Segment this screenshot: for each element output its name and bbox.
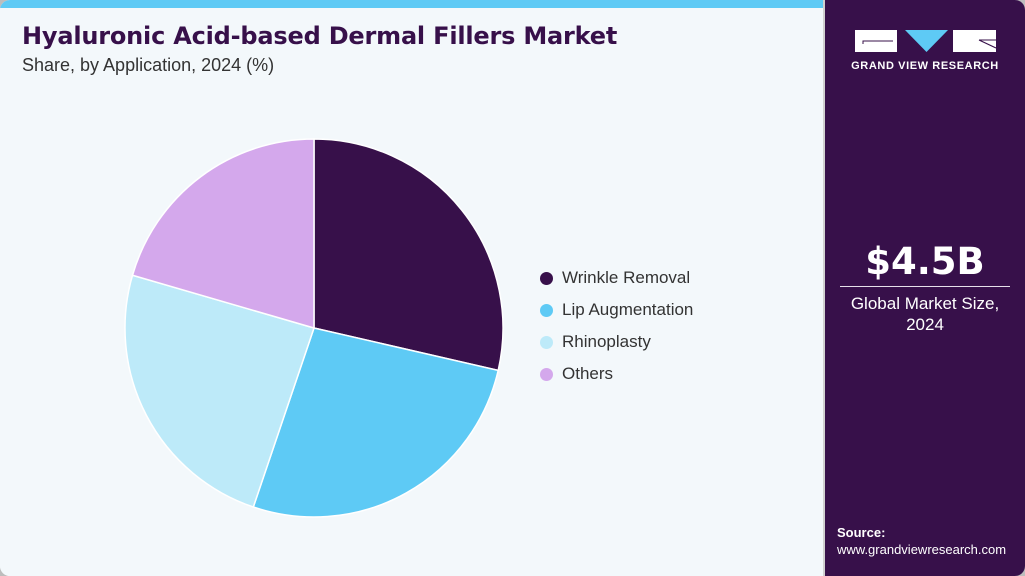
pie-slice-others — [131, 138, 315, 329]
legend-swatch-icon — [540, 303, 553, 317]
divider — [840, 286, 1010, 287]
legend-item-rhinoplasty: Rhinoplasty — [540, 326, 693, 358]
pie-slice-rhinoplasty — [124, 274, 315, 508]
legend-label: Others — [562, 364, 614, 383]
chart-legend: Wrinkle Removal Lip Augmentation Rhinopl… — [540, 262, 693, 390]
legend-label: Lip Augmentation — [562, 300, 694, 319]
pie-chart — [124, 138, 504, 518]
market-size-label-line2: 2024 — [906, 315, 944, 334]
legend-swatch-icon — [540, 335, 553, 349]
legend-swatch-icon — [540, 271, 553, 285]
accent-bar — [0, 0, 823, 8]
gvr-logo-icon — [855, 30, 997, 52]
source-label: Source: — [837, 525, 886, 540]
legend-item-lip-augmentation: Lip Augmentation — [540, 294, 693, 326]
chart-subtitle: Share, by Application, 2024 (%) — [22, 55, 275, 75]
legend-label: Wrinkle Removal — [562, 268, 691, 287]
market-size-label: Global Market Size, 2024 — [825, 293, 1025, 335]
legend-swatch-icon — [540, 367, 553, 381]
market-size-value: $4.5B — [865, 240, 985, 283]
legend-item-others: Others — [540, 358, 693, 390]
chart-title: Hyaluronic Acid-based Dermal Fillers Mar… — [22, 22, 618, 50]
source-link[interactable]: www.grandviewresearch.com — [837, 542, 1007, 557]
pie-slice-lip-augmentation — [252, 327, 500, 518]
brand-name: GRAND VIEW RESEARCH — [851, 60, 999, 72]
legend-item-wrinkle-removal: Wrinkle Removal — [540, 262, 693, 294]
legend-label: Rhinoplasty — [562, 332, 651, 351]
market-size-label-line1: Global Market Size, — [850, 294, 1000, 313]
side-panel: GRAND VIEW RESEARCH $4.5B Global Market … — [823, 0, 1025, 576]
pie-slice-wrinkle-removal — [313, 138, 504, 372]
